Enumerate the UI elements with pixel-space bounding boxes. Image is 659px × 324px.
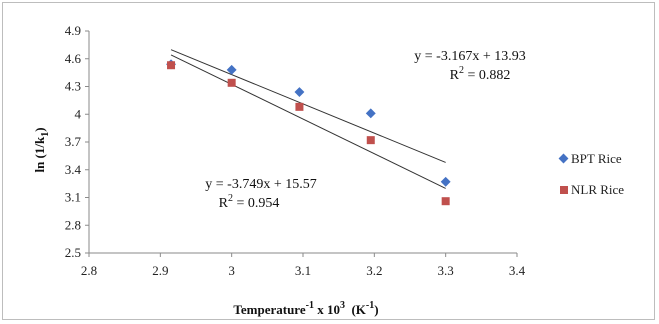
legend-label-nlr-rice: NLR Rice (571, 182, 624, 197)
y-tick-label: 4.6 (65, 51, 82, 66)
bpt-r2-rest: = 0.882 (464, 68, 510, 83)
x-tick-label: 2.8 (81, 263, 97, 278)
legend-item-bpt-rice: BPT Rice (558, 151, 622, 166)
bpt-rice-point (365, 108, 376, 119)
nlr-r2-rest: = 0.954 (233, 196, 279, 211)
bpt-rice-point (440, 176, 451, 187)
x-tick-label: 3 (228, 263, 235, 278)
y-tick-label: 4.3 (65, 79, 81, 94)
legend: BPT Rice NLR Rice (558, 151, 624, 197)
nlr-rice-point (366, 136, 375, 145)
trendline-nlr-rice (170, 54, 446, 189)
x-tick-label: 3.2 (366, 263, 382, 278)
y-tick-label: 4 (75, 106, 82, 121)
bpt-rice-point (294, 87, 305, 97)
bpt-r2-sup: 2 (459, 65, 464, 76)
bpt-r2: R2 = 0.882 (450, 65, 511, 83)
y-axis-label: ln (1/k1) (32, 127, 51, 172)
chart-frame (2, 2, 655, 320)
axes: 2.52.83.13.43.744.34.64.92.8 2.9 3 3.1 3.2 3.… (65, 23, 526, 278)
y-tick-label: 2.5 (65, 245, 81, 260)
x-tick-label: 3.1 (295, 263, 311, 278)
x-axis-label-sup3: -1 (366, 300, 374, 311)
legend-item-nlr-rice: NLR Rice (560, 182, 624, 197)
nlr-r2-sup: 2 (228, 193, 233, 204)
legend-label-bpt-rice: BPT Rice (571, 151, 622, 166)
bpt-rice-point (226, 64, 237, 75)
y-tick-label: 3.7 (65, 134, 82, 149)
x-axis-label-mid: x 10 (314, 302, 340, 317)
y-tick-label: 2.8 (65, 217, 81, 232)
bpt-equation: y = -3.167x + 13.93 (414, 49, 525, 64)
nlr-rice-point (295, 102, 304, 111)
trendlines (170, 49, 446, 189)
trendline-bpt-rice (170, 49, 446, 163)
x-tick-label: 3.4 (509, 263, 526, 278)
nlr-rice-point (167, 61, 176, 70)
y-axis-label-sub: 1 (40, 132, 51, 137)
bpt-r2-prefix: R (450, 68, 460, 83)
legend-marker-diamond (558, 153, 569, 164)
x-axis-label-main: Temperature (233, 302, 305, 317)
legend-marker-square (560, 186, 568, 194)
x-axis-label: Temperature-1 x 103 (K-1) (233, 300, 378, 317)
x-axis-label-unit-close: ) (374, 302, 378, 317)
x-axis-label-unit-open: (K (345, 302, 367, 317)
nlr-rice-point (441, 197, 450, 206)
x-axis-label-sup2: 3 (340, 300, 345, 311)
y-tick-label: 3.4 (65, 162, 82, 177)
nlr-equation: y = -3.749x + 15.57 (205, 177, 316, 192)
nlr-r2-prefix: R (219, 196, 229, 211)
y-tick-label: 3.1 (65, 190, 81, 205)
nlr-r2: R2 = 0.954 (219, 193, 280, 211)
y-tick-label: 4.9 (65, 23, 81, 38)
nlr-rice-point (227, 78, 236, 87)
x-tick-label: 2.9 (152, 263, 168, 278)
x-axis-label-sup1: -1 (306, 300, 314, 311)
y-axis-label-close: ) (32, 127, 47, 131)
y-axis-label-main: ln (1/k (32, 136, 47, 173)
x-tick-label: 3.3 (438, 263, 454, 278)
